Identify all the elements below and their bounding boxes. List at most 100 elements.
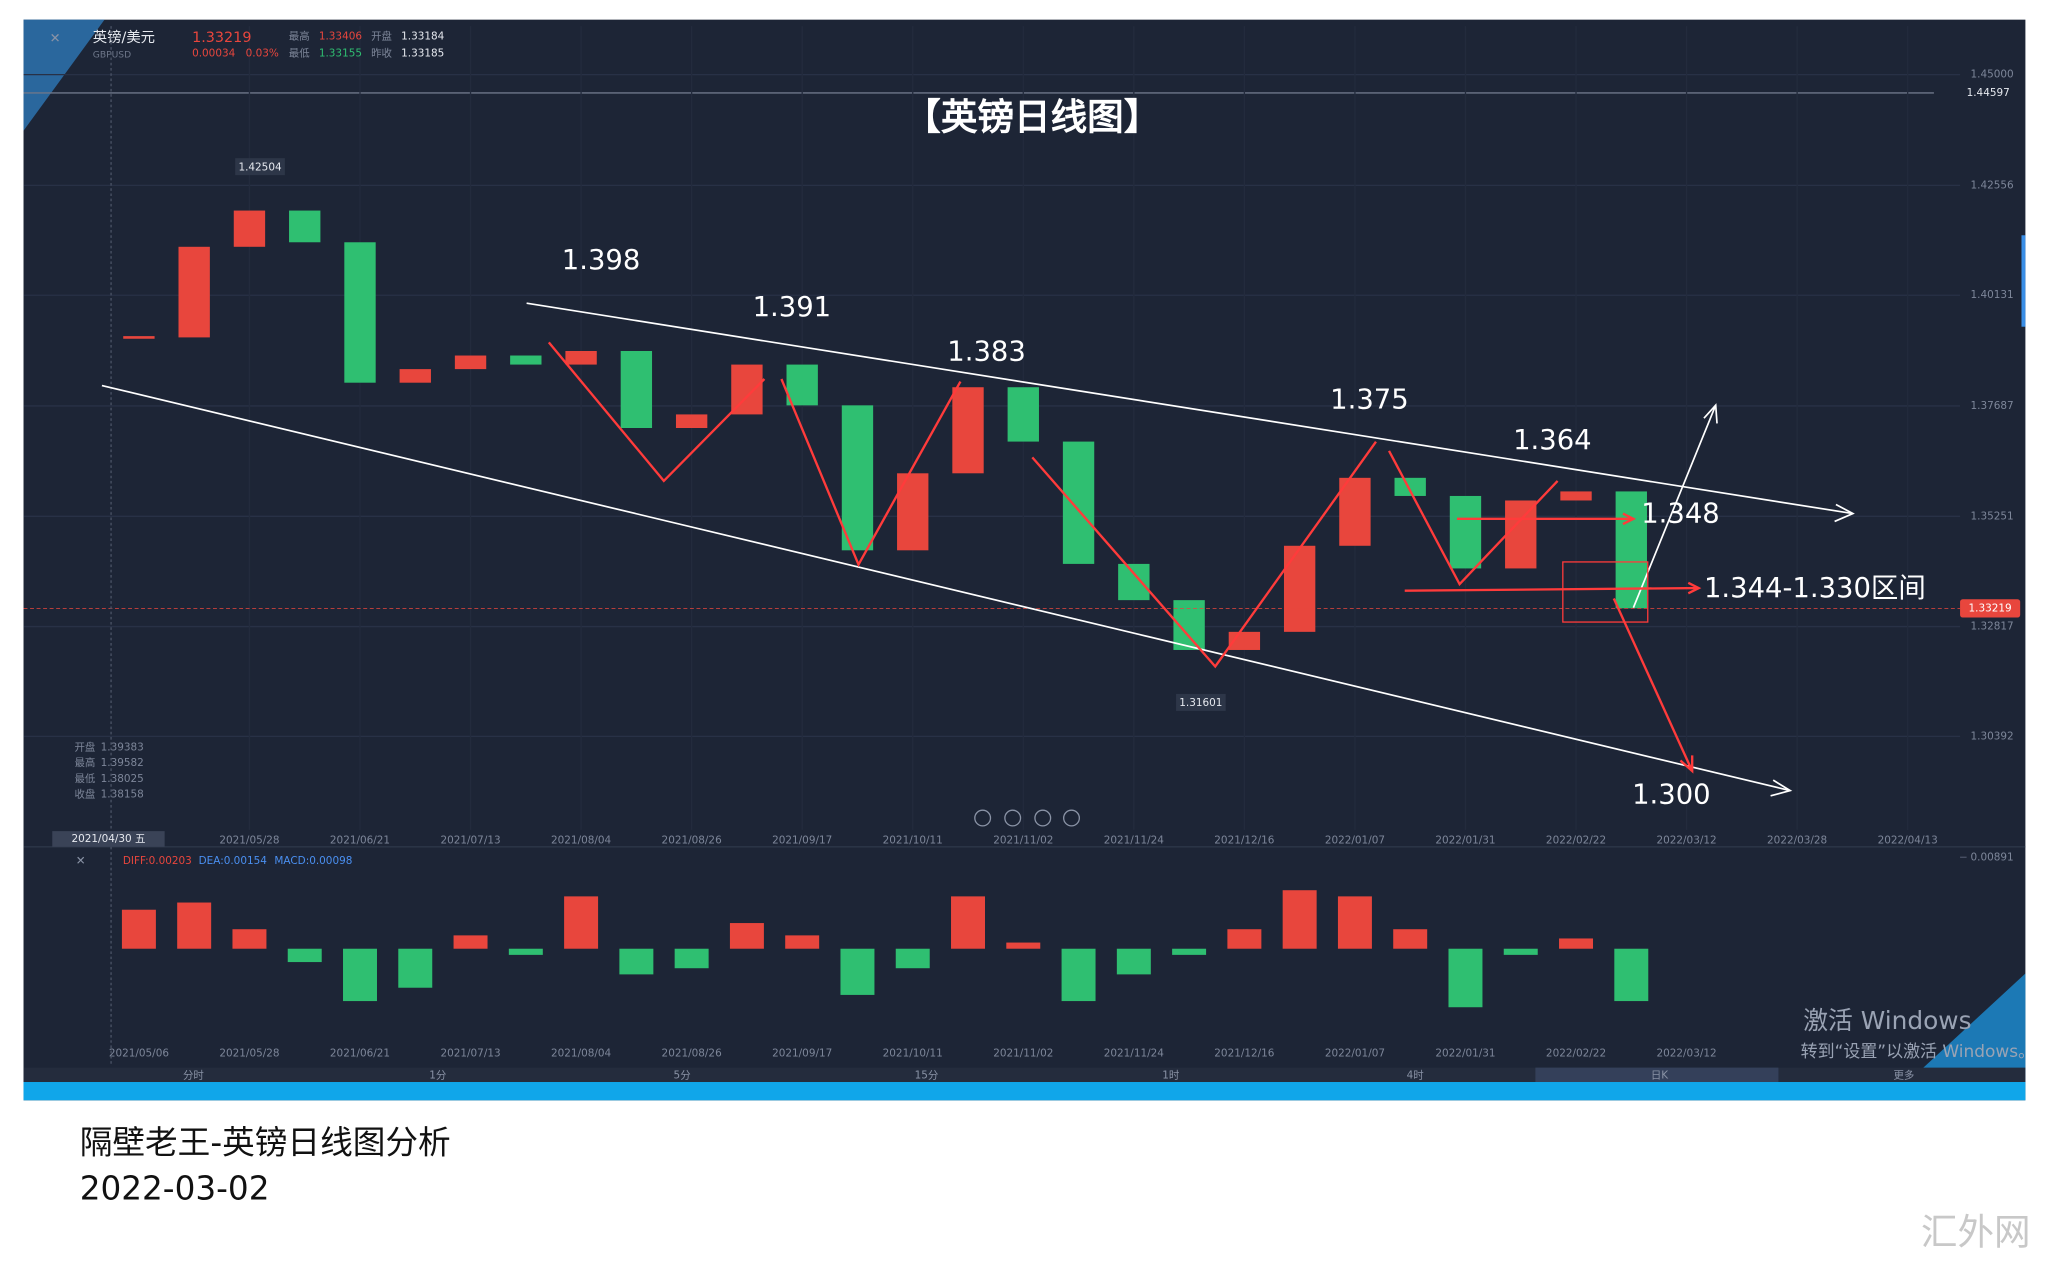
- macd-bar: [840, 948, 875, 995]
- label: 最低: [74, 772, 95, 785]
- macd-bar: [1282, 890, 1317, 949]
- timeframe[interactable]: 5分: [674, 1069, 692, 1081]
- annotation: 1.348: [1641, 498, 1720, 529]
- macd-bar: [287, 948, 322, 963]
- macd-bar: [1503, 948, 1538, 955]
- change: 0.00034: [192, 48, 236, 60]
- x-tick-label: 2021/08/04: [551, 834, 612, 846]
- x-tick-label: 2021/05/06: [109, 1047, 169, 1059]
- x-tick-label: 2021/06/21: [330, 834, 390, 846]
- value: 1.33155: [319, 48, 362, 60]
- price-tag: [1960, 599, 2021, 618]
- candle: [1449, 495, 1482, 569]
- x-tick-label: 2021/07/13: [440, 834, 500, 846]
- chart-background: [23, 19, 2026, 1101]
- nav-buttons[interactable]: [974, 809, 1080, 827]
- label: 开盘: [74, 740, 95, 753]
- macd-bar: [1393, 929, 1428, 949]
- macd-bar: [1614, 948, 1649, 1002]
- marker-box: [1176, 693, 1226, 711]
- candle: [620, 350, 653, 428]
- annotation: 1.300: [1632, 779, 1711, 810]
- macd-bar: [674, 948, 709, 969]
- x-tick-label: 2021/09/17: [772, 1047, 832, 1059]
- y-tick-label: 1.42556: [1971, 179, 2014, 191]
- x-tick-label: 2021/11/24: [1104, 834, 1165, 846]
- x-tick-label: 2022/04/13: [1878, 834, 1938, 846]
- legend-macd: MACD:0.00098: [274, 855, 352, 867]
- y-tick-label: 1.40131: [1971, 289, 2014, 301]
- last-price: 1.33219: [192, 30, 251, 46]
- y-tick-label: 1.35251: [1971, 510, 2014, 522]
- candle: [1394, 477, 1426, 496]
- grid: 1.45000 1.42556 1.40131 1.37687 1.35251 1.328…: [23, 26, 2014, 1059]
- x-tick-label: 2021/11/24: [1104, 1047, 1165, 1059]
- candle: [565, 350, 597, 365]
- annotation: 1.364: [1513, 425, 1592, 456]
- macd-bar: [564, 896, 599, 949]
- legend-dea: DEA:0.00154: [199, 855, 268, 867]
- annotation: 1.344-1.330区间: [1704, 573, 1926, 604]
- x-tick-label: 2021/07/13: [440, 1047, 500, 1059]
- close-icon[interactable]: ✕: [50, 32, 61, 47]
- x-tick-label: 2021/08/26: [662, 1047, 722, 1059]
- site-watermark: 汇外网: [1921, 1212, 2031, 1253]
- timeframe[interactable]: 分时: [183, 1069, 204, 1081]
- candle: [399, 369, 431, 383]
- label: 开盘: [371, 30, 392, 43]
- macd-bar: [1227, 929, 1262, 949]
- timeframe[interactable]: 15分: [915, 1069, 939, 1081]
- x-tick-label: 2022/03/28: [1767, 834, 1827, 846]
- value: 1.38025: [101, 773, 144, 785]
- x-tick-label: 2022/03/12: [1656, 834, 1716, 846]
- macd-bar: [785, 935, 820, 949]
- candle: [952, 387, 984, 474]
- candle: [1118, 563, 1150, 601]
- pair[interactable]: 英镑/美元: [93, 28, 155, 46]
- x-tick-label: 2021/08/04: [551, 1047, 612, 1059]
- reference-label: 1.44597: [1967, 87, 2010, 99]
- macd-bar: [508, 948, 543, 955]
- macd-bar: [1061, 948, 1096, 1002]
- x-tick-label: 2021/11/02: [993, 1047, 1053, 1059]
- scroll-indicator: [2021, 235, 2026, 327]
- y-tick-label: 1.30392: [1971, 730, 2014, 742]
- x-tick-label: 2022/01/31: [1435, 834, 1495, 846]
- annotation: 1.375: [1330, 385, 1409, 416]
- label: 最高: [289, 30, 310, 43]
- timeframe[interactable]: 更多: [1893, 1068, 1914, 1081]
- timeframe[interactable]: 4时: [1407, 1069, 1425, 1081]
- x-tick-label: 2022/03/12: [1656, 1047, 1716, 1059]
- x-tick-label: 2021/10/11: [883, 1047, 943, 1059]
- timeframe[interactable]: 日K: [1651, 1069, 1669, 1081]
- label: 收盘: [74, 788, 95, 801]
- os-watermark: 激活 Windows: [1803, 1006, 1971, 1035]
- value: 1.33185: [401, 48, 444, 60]
- y-tick-label: 0.00891: [1971, 851, 2014, 863]
- timeframe[interactable]: 1时: [1162, 1069, 1180, 1081]
- corner-decoration: [1907, 973, 2026, 1083]
- y-tick-label: 1.45000: [1971, 69, 2014, 81]
- x-tick-label: 2022/01/07: [1325, 1047, 1385, 1059]
- bottom-bar: [23, 1082, 2026, 1101]
- candle: [841, 405, 874, 551]
- annotation: 1.383: [947, 336, 1026, 367]
- candle: [344, 242, 376, 383]
- marker-box: [235, 158, 285, 176]
- value: 1.33184: [401, 31, 445, 43]
- timeframe[interactable]: 1分: [429, 1069, 447, 1081]
- y-tick-label: 1.37687: [1971, 400, 2014, 412]
- candle: [510, 355, 542, 365]
- corner-decoration: [23, 19, 105, 131]
- close-icon[interactable]: ✕: [76, 854, 86, 868]
- x-tick-label: 2021/12/16: [1214, 1047, 1274, 1059]
- timeframe-bar: [23, 1067, 2026, 1083]
- x-tick-label: 2022/02/22: [1546, 834, 1606, 846]
- macd-bar: [453, 935, 488, 949]
- macd-bar: [1559, 938, 1594, 949]
- x-tick-label: 2022/01/07: [1325, 834, 1385, 846]
- x-tick-label: 2021/08/26: [662, 834, 722, 846]
- x-tick-label: 2022/01/31: [1435, 1047, 1495, 1059]
- macd-bar: [1448, 948, 1483, 1008]
- candle: [1505, 500, 1537, 569]
